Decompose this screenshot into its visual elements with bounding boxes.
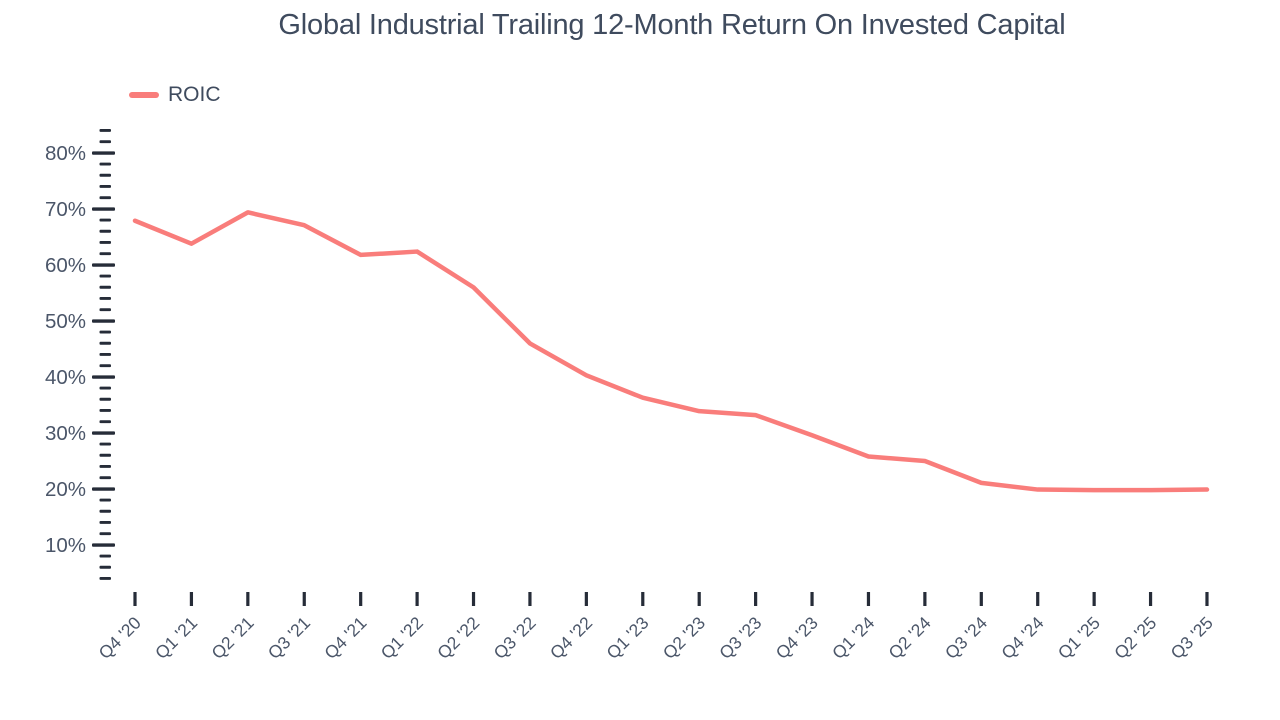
y-major-tick — [92, 263, 115, 267]
x-tick — [415, 592, 419, 606]
y-minor-tick — [99, 297, 111, 300]
y-major-tick — [92, 375, 115, 379]
roic-line-series[interactable] — [132, 210, 1210, 493]
x-axis-label: Q1 '22 — [377, 613, 427, 663]
y-minor-tick — [99, 353, 111, 356]
x-axis-label: Q1 '23 — [602, 613, 652, 663]
y-minor-tick — [99, 498, 111, 502]
x-axis-label: Q1 '25 — [1054, 613, 1104, 663]
y-minor-tick — [99, 442, 111, 446]
y-major-tick — [92, 207, 115, 211]
x-tick — [810, 592, 814, 606]
x-axis-label: Q2 '23 — [659, 613, 709, 663]
x-axis-label: Q3 '25 — [1167, 613, 1217, 663]
x-tick — [697, 592, 701, 606]
y-minor-tick — [99, 476, 111, 480]
x-axis-label: Q3 '21 — [264, 613, 314, 663]
y-minor-tick — [99, 465, 111, 468]
x-tick — [1092, 592, 1096, 606]
x-tick — [754, 592, 758, 606]
y-minor-tick — [99, 274, 111, 278]
y-minor-tick — [99, 330, 111, 334]
x-tick — [866, 592, 871, 606]
x-tick — [1205, 592, 1209, 606]
y-minor-tick — [99, 420, 111, 424]
y-major-tick — [92, 487, 115, 491]
x-tick — [1148, 592, 1153, 606]
y-minor-tick — [99, 397, 111, 401]
y-minor-tick — [99, 509, 111, 513]
x-tick — [133, 592, 137, 606]
x-tick — [923, 592, 927, 606]
x-tick — [979, 592, 983, 606]
x-axis-label: Q4 '22 — [546, 613, 596, 663]
y-minor-tick — [99, 577, 111, 580]
y-minor-tick — [99, 162, 111, 166]
y-minor-tick — [99, 140, 111, 144]
y-minor-tick — [99, 185, 111, 188]
y-minor-tick — [99, 341, 111, 345]
y-axis-label: 40% — [45, 366, 86, 389]
y-minor-tick — [99, 565, 111, 569]
x-tick — [359, 592, 363, 606]
y-minor-tick — [99, 308, 111, 312]
y-minor-tick — [99, 229, 111, 233]
y-minor-tick — [99, 453, 111, 457]
y-axis-label: 30% — [45, 422, 86, 445]
x-axis-label: Q3 '22 — [490, 613, 540, 663]
y-minor-tick — [99, 285, 111, 289]
x-axis-label: Q4 '24 — [997, 612, 1047, 662]
y-minor-tick — [99, 196, 111, 200]
x-axis-label: Q1 '21 — [151, 613, 201, 663]
legend-item-roic[interactable]: ROIC — [129, 83, 221, 107]
y-minor-tick — [99, 241, 111, 244]
x-axis-label: Q3 '24 — [941, 612, 991, 662]
y-axis-label: 70% — [45, 198, 86, 221]
y-axis-label: 20% — [45, 478, 86, 501]
roic-legend-swatch-icon — [129, 92, 159, 98]
x-axis-label: Q1 '24 — [828, 612, 878, 662]
y-minor-tick — [99, 173, 111, 177]
y-minor-tick — [99, 218, 111, 222]
y-minor-tick — [99, 386, 111, 390]
x-tick — [189, 592, 194, 606]
x-tick — [1036, 592, 1040, 606]
x-axis-label: Q2 '21 — [207, 613, 257, 663]
y-minor-tick — [99, 554, 111, 558]
x-tick — [528, 592, 532, 606]
y-minor-tick — [99, 532, 111, 536]
y-major-tick — [92, 543, 115, 547]
x-axis-label: Q4 '21 — [320, 613, 370, 663]
x-tick — [471, 592, 476, 606]
y-axis-label: 50% — [45, 310, 86, 333]
x-axis-label: Q3 '23 — [715, 613, 765, 663]
y-axis-label: 80% — [45, 142, 86, 165]
x-axis-label: Q4 '23 — [772, 613, 822, 663]
y-major-tick — [92, 151, 115, 155]
x-tick — [641, 592, 645, 606]
y-minor-tick — [99, 521, 111, 524]
x-tick — [584, 592, 588, 606]
x-tick — [246, 592, 250, 606]
x-axis-label: Q2 '24 — [884, 612, 934, 662]
legend-label-roic: ROIC — [168, 83, 221, 106]
x-axis-label: Q2 '25 — [1110, 613, 1160, 663]
chart-title: Global Industrial Trailing 12-Month Retu… — [278, 9, 1066, 41]
y-minor-tick — [99, 409, 111, 412]
y-minor-tick — [99, 129, 111, 132]
y-major-tick — [92, 319, 115, 323]
y-minor-tick — [99, 364, 111, 368]
y-minor-tick — [99, 252, 111, 256]
y-major-tick — [92, 431, 115, 435]
y-axis-label: 60% — [45, 254, 86, 277]
y-axis-label: 10% — [45, 534, 86, 557]
x-tick — [302, 592, 306, 606]
x-axis-label: Q4 '20 — [95, 612, 145, 662]
x-axis-label: Q2 '22 — [433, 613, 483, 663]
